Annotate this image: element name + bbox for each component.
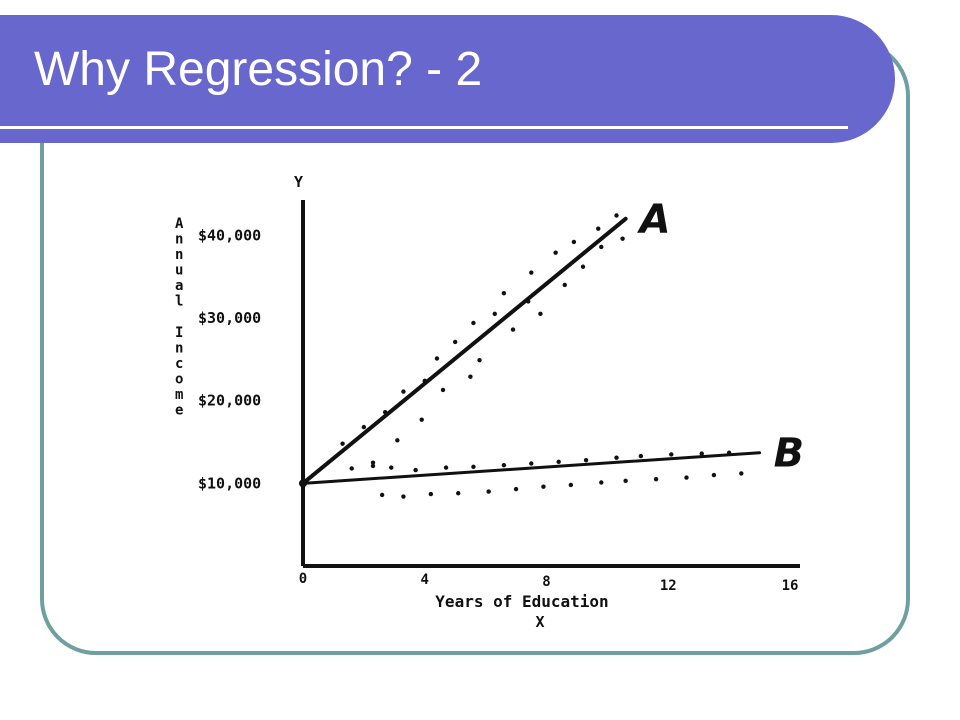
series-a-point	[553, 250, 558, 255]
series-a-point	[538, 311, 543, 317]
series-a-point	[468, 374, 473, 379]
series-a-point	[620, 236, 625, 241]
series-b-point	[501, 462, 507, 468]
series-a-point	[510, 327, 516, 332]
x-axis-letter: X	[535, 613, 544, 631]
series-b-point	[389, 465, 394, 470]
series-a-point	[526, 299, 531, 304]
y-axis-label-letter: m	[175, 387, 183, 403]
series-a-point	[501, 291, 507, 296]
x-tick-label: 16	[782, 578, 799, 594]
y-axis-label-letter: I	[175, 325, 183, 341]
y-tick-label: $30,000	[198, 309, 261, 327]
series-a-label: A	[637, 197, 671, 243]
series-a-point	[419, 417, 424, 422]
series-a-point	[452, 339, 458, 345]
series-b-label: B	[774, 431, 805, 477]
y-axis-label-letter: l	[175, 294, 183, 310]
series-a-point	[361, 424, 367, 430]
series-a-point	[477, 357, 482, 363]
y-axis-label-letter: n	[175, 247, 183, 263]
series-a-point	[529, 270, 534, 275]
series-a-point	[571, 239, 577, 245]
series-b-point	[428, 491, 434, 497]
x-tick-label: 4	[421, 572, 429, 588]
intercept-point	[299, 479, 307, 488]
series-b-point	[401, 494, 406, 499]
y-tick-labels: $10,000 $20,000 $30,000 $40,000	[198, 226, 261, 492]
series-a-line	[301, 216, 628, 486]
series-b-point	[623, 478, 628, 484]
title-underline	[0, 126, 848, 129]
series-b-point	[669, 452, 674, 457]
series-a-point	[349, 466, 354, 471]
x-tick-label: 0	[299, 571, 307, 587]
series-b-point	[568, 482, 574, 488]
series-b-point	[541, 484, 546, 489]
series-b-point	[583, 457, 589, 463]
y-axis-letter: Y	[294, 173, 303, 191]
series-a-point	[440, 387, 446, 393]
series-a-point	[340, 441, 345, 446]
x-tick-label: 12	[660, 578, 677, 594]
series-b-point	[684, 475, 689, 480]
series-b-point	[711, 472, 717, 478]
series-b-point	[529, 461, 534, 466]
y-axis-label-letter: c	[175, 356, 183, 372]
series-b-point	[739, 471, 744, 476]
y-axis-label-letter: e	[175, 403, 183, 419]
slide-title: Why Regression? - 2	[34, 43, 483, 96]
y-axis-label-letter: A	[175, 216, 184, 232]
series-b-point	[599, 480, 604, 485]
series-a-point	[599, 244, 604, 250]
series-b-point	[413, 467, 418, 473]
series-a-point	[382, 410, 388, 415]
series-b-point	[556, 459, 561, 465]
series-b-point	[370, 463, 376, 469]
series-b-point	[699, 451, 704, 456]
y-axis-label-letter: o	[175, 372, 183, 388]
y-tick-label: $40,000	[198, 226, 261, 244]
series-b-point	[653, 477, 659, 482]
y-tick-label: $20,000	[198, 392, 261, 410]
series-b-point	[471, 464, 476, 469]
plot-series: AB	[299, 197, 804, 499]
series-b-point	[486, 489, 491, 494]
series-a-point	[422, 378, 427, 384]
x-tick-label: 8	[542, 574, 550, 590]
chart-axes	[301, 200, 800, 568]
series-a-point	[492, 311, 497, 317]
series-a-point	[434, 356, 440, 361]
series-b-point	[638, 453, 644, 459]
series-a-point	[370, 460, 376, 465]
series-a-point	[580, 264, 586, 269]
series-b-point	[443, 465, 449, 470]
y-axis-label-letter: u	[175, 263, 183, 279]
series-b-point	[379, 492, 385, 498]
series-a: A	[301, 197, 671, 486]
y-axis-label-letter: n	[175, 232, 183, 248]
series-a-point	[401, 389, 406, 394]
series-a-point	[596, 226, 601, 231]
series-b-point	[614, 455, 619, 460]
series-b-point	[513, 486, 519, 492]
series-b-point	[726, 450, 732, 455]
series-a-point	[395, 438, 400, 443]
y-axis-label-letter: n	[175, 341, 183, 357]
series-b-point	[456, 491, 461, 496]
y-tick-label: $10,000	[198, 474, 261, 492]
series-b: B	[301, 431, 805, 499]
series-a-point	[562, 282, 567, 288]
x-tick-labels: 0 4 8 12 16	[299, 571, 799, 594]
series-b-line	[301, 451, 762, 485]
series-a-point	[614, 213, 619, 218]
title-bar	[0, 15, 895, 143]
y-axis-label-letter: a	[175, 278, 183, 294]
series-a-point	[471, 320, 476, 326]
x-axis-label: Years of Education	[435, 592, 608, 611]
